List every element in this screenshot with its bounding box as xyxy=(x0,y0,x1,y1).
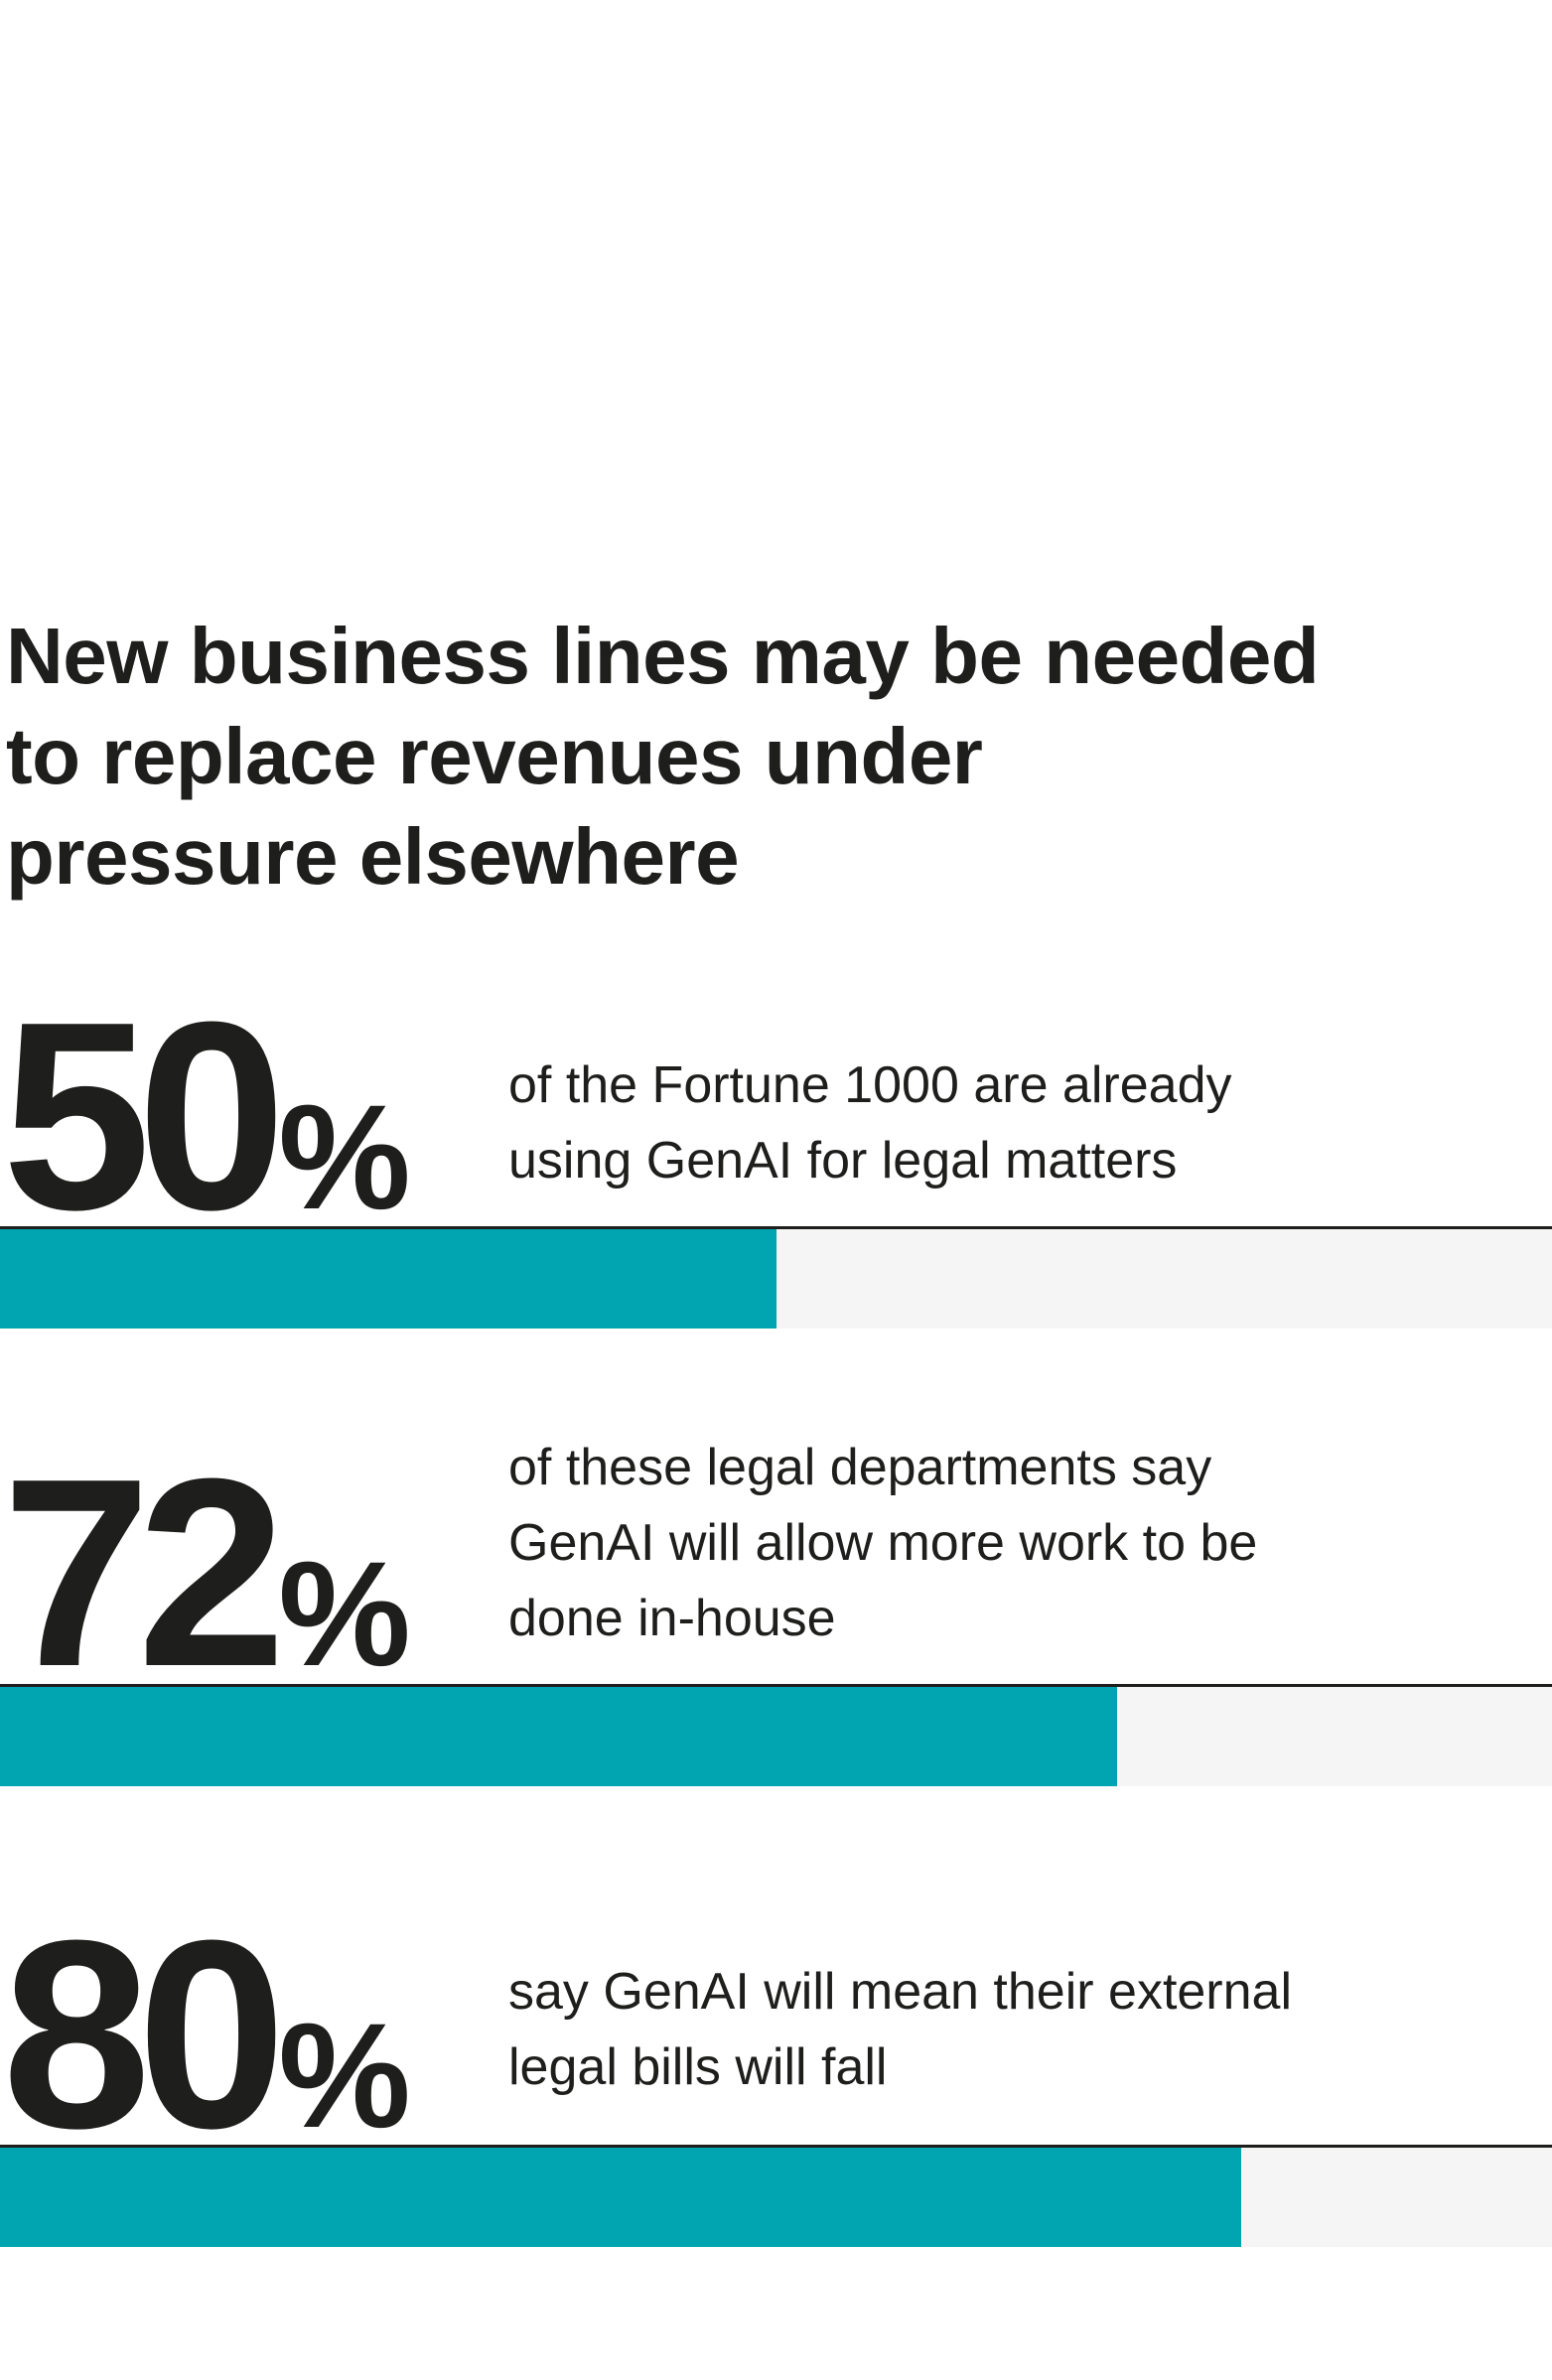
stat-description-line: legal bills will fall xyxy=(508,2038,888,2096)
stat-description: of these legal departments say GenAI wil… xyxy=(508,1430,1422,1656)
divider-rule xyxy=(0,1226,1552,1229)
headline: New business lines may be needed to repl… xyxy=(6,606,1396,907)
stat-value: 50% xyxy=(2,983,411,1251)
bar-track xyxy=(0,1687,1552,1786)
stat-description-line: of these legal departments say xyxy=(508,1439,1212,1496)
stat-value: 72% xyxy=(2,1440,411,1708)
headline-line: to replace revenues under xyxy=(6,712,983,800)
stat-description: say GenAI will mean their external legal… xyxy=(508,1954,1422,2105)
bar-track xyxy=(0,2148,1552,2247)
bar-track xyxy=(0,1229,1552,1329)
stat-description-line: say GenAI will mean their external xyxy=(508,1963,1293,2021)
bar-fill xyxy=(0,1687,1118,1786)
stat-percent-sign: % xyxy=(278,1992,411,2159)
bar-fill xyxy=(0,2148,1242,2247)
stat-block: 80% say GenAI will mean their external l… xyxy=(0,1901,1552,2259)
bar-fill xyxy=(0,1229,776,1329)
stat-description-line: using GenAI for legal matters xyxy=(508,1132,1178,1190)
divider-rule xyxy=(0,2145,1552,2148)
stat-description-line: GenAI will allow more work to be xyxy=(508,1514,1258,1572)
stat-number: 80 xyxy=(2,1886,286,2184)
headline-line: pressure elsewhere xyxy=(6,812,740,901)
stat-block: 72% of these legal departments say GenAI… xyxy=(0,1439,1552,1797)
stat-block: 50% of the Fortune 1000 are already usin… xyxy=(0,983,1552,1330)
stat-percent-sign: % xyxy=(278,1530,411,1697)
stat-description: of the Fortune 1000 are already using Ge… xyxy=(508,1048,1422,1198)
stat-percent-sign: % xyxy=(278,1073,411,1240)
stat-number: 50 xyxy=(2,967,286,1266)
stat-value: 80% xyxy=(2,1901,411,2170)
divider-rule xyxy=(0,1684,1552,1687)
stat-number: 72 xyxy=(2,1424,286,1723)
stat-description-line: done in-house xyxy=(508,1590,836,1647)
stat-description-line: of the Fortune 1000 are already xyxy=(508,1056,1232,1114)
headline-line: New business lines may be needed xyxy=(6,612,1320,700)
